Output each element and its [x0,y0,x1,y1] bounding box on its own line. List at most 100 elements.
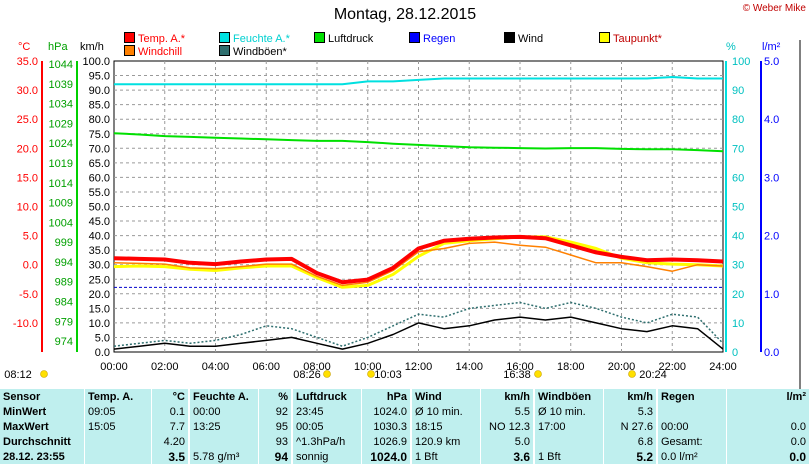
temp-tick-label: 0.0 [23,260,38,272]
rain-value: 0.0 [726,419,810,434]
wind-tick-label: 10.0 [89,318,110,330]
wind-tick-label: 30.0 [89,260,110,272]
stats-header-row: Sensor Temp. A. °C Feuchte A. % Luftdruc… [0,389,810,404]
x-tick-label: 22:00 [658,361,686,373]
sun-icon [534,370,542,378]
pressure-value: 1024.0 [361,449,412,464]
pressure-tick-label: 1009 [49,198,73,210]
series-line-luftdruck [113,132,724,153]
legend-gust: Windböen* [219,45,287,58]
gust-desc: Ø 10 min. [534,404,604,419]
humidity-value: 94 [258,449,293,464]
stats-header-gust: Windböen [534,389,604,404]
humidity-tick-label: 40 [732,231,744,243]
wind-tick-label: 15.0 [89,303,110,315]
pressure-value: 1026.9 [361,434,412,449]
pressure-tick-label: 974 [55,336,73,348]
wind-value: 5.5 [480,404,535,419]
stats-header-humidity: Feuchte A. [189,389,259,404]
x-tick-label: 12:00 [405,361,433,373]
wind-tick-label: 55.0 [89,187,110,199]
wind-tick-label: 85.0 [89,100,110,112]
rain-desc: Gesamt: [657,434,727,449]
temp-tick-label: 20.0 [17,143,38,155]
pressure-time: sonnig [292,449,362,464]
temp-tick-label: -5.0 [19,289,38,301]
stats-header-rain-unit: l/m² [726,389,810,404]
wind-tick-label: 90.0 [89,85,110,97]
wind-tick-label: 5.0 [95,332,110,344]
gust-value: 5.2 [603,449,658,464]
pressure-value: 1024.0 [361,404,412,419]
time-marker-label: 20:24 [639,369,667,381]
humidity-tick-label: 60 [732,172,744,184]
wind-value: NO 12.3 [480,419,535,434]
rain-desc: 00:00 [657,419,727,434]
legend-dewpoint-swatch [599,32,610,43]
series-line-wind [113,316,724,350]
temp-time [84,434,152,449]
row-label: Durchschnitt [0,434,85,449]
pressure-time: ^1.3hPa/h [292,434,362,449]
rain-tick-label: 3.0 [764,172,779,184]
wind-tick-label: 25.0 [89,274,110,286]
pressure-axis-unit: hPa [48,41,68,53]
series-line-feuchte-a [114,76,723,86]
sun-icon [323,370,331,378]
x-tick-label: 16:00 [506,361,534,373]
humidity-tick-label: 20 [732,289,744,301]
x-tick-label: 00:00 [100,361,128,373]
pressure-tick-label: 984 [55,297,73,309]
legend-gust-label: Windböen* [233,46,287,58]
gust-value: 5.3 [603,404,658,419]
series-line-windchill [113,241,724,287]
pressure-tick-label: 994 [55,257,73,269]
series-line-windb-en [113,301,724,347]
temp-value: 3.5 [151,449,190,464]
x-tick-label: 20:00 [608,361,636,373]
page-title: Montag, 28.12.2015 [333,6,477,23]
x-tick-label: 06:00 [252,361,280,373]
temp-value: 4.20 [151,434,190,449]
temp-tick-label: -10.0 [13,318,38,330]
legend-humidity-swatch [219,32,230,43]
wind-tick-label: 100.0 [82,56,110,68]
row-label: MaxWert [0,419,85,434]
wind-tick-label: 95.0 [89,71,110,83]
time-marker-label: 08:26 [293,369,321,381]
wind-tick-label: 80.0 [89,114,110,126]
gust-desc: 1 Bft [534,449,604,464]
table-row: Durchschnitt 4.20 93 ^1.3hPa/h 1026.9 12… [0,434,810,449]
row-label: MinWert [0,404,85,419]
sun-icon [628,370,636,378]
legend-humidity: Feuchte A.* [219,32,290,45]
temp-tick-label: 35.0 [17,56,38,68]
rain-value: 0.0 [726,449,810,464]
stats-header-sensor: Sensor [0,389,85,404]
x-tick-label: 02:00 [151,361,179,373]
pressure-tick-label: 999 [55,237,73,249]
stats-header-humidity-unit: % [258,389,293,404]
legend-pressure-swatch [314,32,325,43]
gust-value: N 27.6 [603,419,658,434]
pressure-tick-label: 1014 [49,178,73,190]
legend-wind: Wind [504,32,543,45]
humidity-time: 00:00 [189,404,259,419]
legend-temp: Temp. A.* [124,32,185,45]
humidity-value: 93 [258,434,293,449]
legend-rain-swatch [409,32,420,43]
rain-desc: 0.0 l/m² [657,449,727,464]
temp-tick-label: 10.0 [17,202,38,214]
legend-wind-swatch [504,32,515,43]
humidity-value: 92 [258,404,293,419]
temp-value: 0.1 [151,404,190,419]
rain-value: 0.0 [726,434,810,449]
stats-header-wind: Wind [411,389,481,404]
pressure-time: 23:45 [292,404,362,419]
table-row: 28.12. 23:55 3.5 5.78 g/m³ 94 sonnig 102… [0,449,810,464]
temp-time: 09:05 [84,404,152,419]
wind-tick-label: 0.0 [95,347,110,359]
time-marker-label: 10:03 [374,369,402,381]
wind-tick-label: 75.0 [89,129,110,141]
stats-header-gust-unit: km/h [603,389,658,404]
